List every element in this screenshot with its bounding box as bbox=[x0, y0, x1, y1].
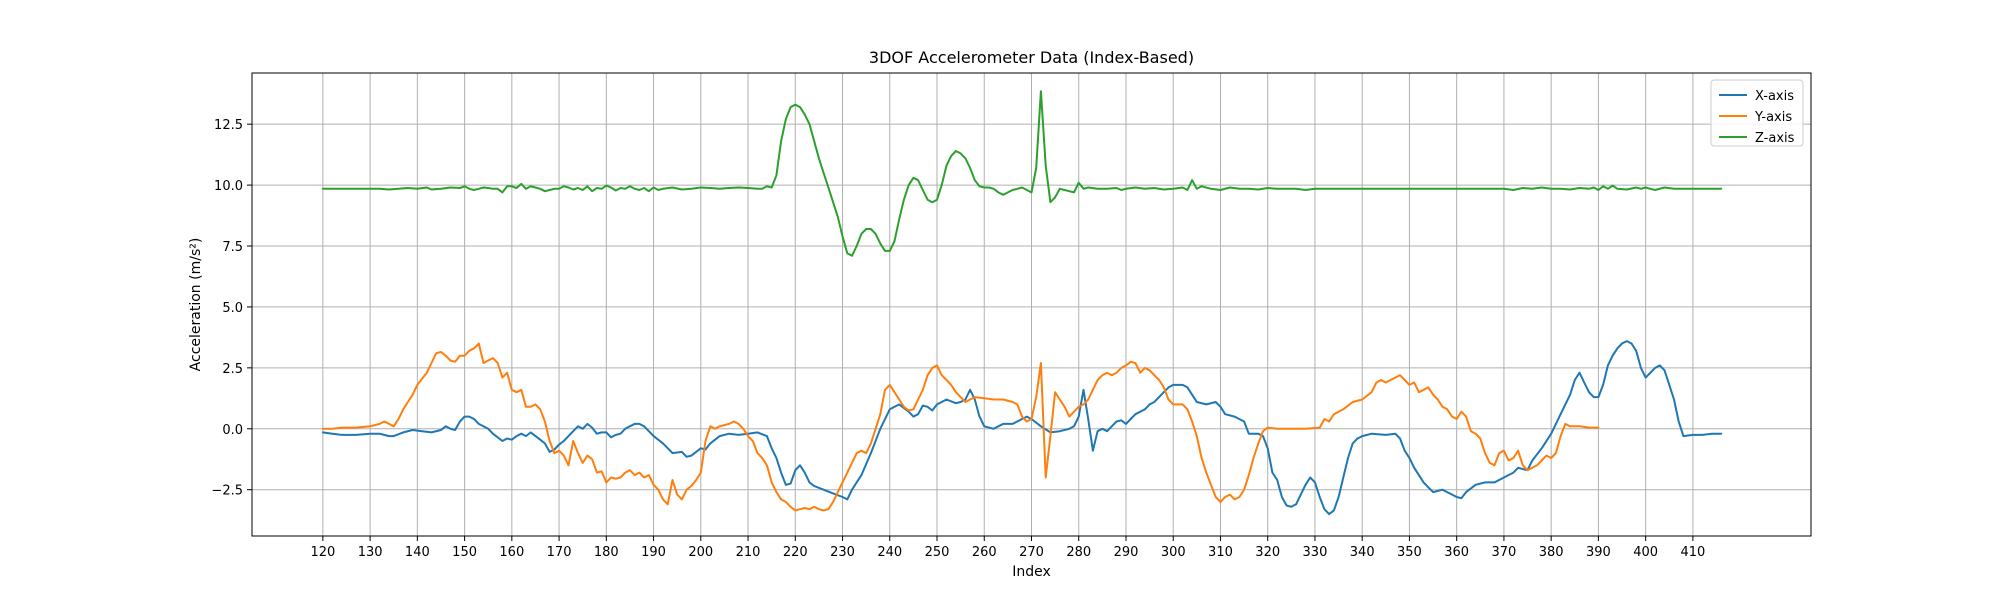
legend-label: X-axis bbox=[1755, 89, 1794, 104]
series-line-z-axis bbox=[321, 90, 1723, 257]
legend-label: Y-axis bbox=[1754, 110, 1792, 125]
x-tick-label: 120 bbox=[310, 545, 335, 560]
y-axis-ticks: −2.5 0.0 2.5 5.0 7.5 10.0 12.5 bbox=[211, 118, 252, 499]
y-tick-label: 12.5 bbox=[214, 118, 243, 133]
y-tick-label: 0.0 bbox=[222, 423, 243, 438]
x-tick-label: 370 bbox=[1492, 545, 1517, 560]
y-tick-label: 5.0 bbox=[222, 301, 243, 316]
y-tick-label: 2.5 bbox=[222, 362, 243, 377]
x-tick-label: 220 bbox=[783, 545, 808, 560]
chart-title: 3DOF Accelerometer Data (Index-Based) bbox=[869, 48, 1194, 67]
x-axis-ticks: 120 130 140 150 160 170 180 190 200 210 220 230 240 2… bbox=[310, 536, 1705, 560]
x-axis-label: Index bbox=[1012, 564, 1051, 580]
x-tick-label: 250 bbox=[925, 545, 950, 560]
y-tick-label: 7.5 bbox=[222, 240, 243, 255]
legend-label: Z-axis bbox=[1755, 131, 1795, 146]
x-tick-label: 150 bbox=[452, 545, 477, 560]
plot-series bbox=[321, 90, 1723, 516]
x-tick-label: 190 bbox=[641, 545, 666, 560]
x-tick-label: 360 bbox=[1444, 545, 1469, 560]
y-tick-label: 10.0 bbox=[214, 179, 243, 194]
x-tick-label: 140 bbox=[405, 545, 430, 560]
x-tick-label: 330 bbox=[1303, 545, 1328, 560]
x-tick-label: 260 bbox=[972, 545, 997, 560]
x-tick-label: 130 bbox=[358, 545, 383, 560]
y-axis-label: Acceleration (m/s²) bbox=[188, 238, 204, 372]
x-tick-label: 180 bbox=[594, 545, 619, 560]
x-tick-label: 410 bbox=[1680, 545, 1705, 560]
legend: X-axis Y-axis Z-axis bbox=[1710, 79, 1804, 147]
x-tick-label: 230 bbox=[830, 545, 855, 560]
x-tick-label: 270 bbox=[1019, 545, 1044, 560]
x-tick-label: 240 bbox=[877, 545, 902, 560]
x-tick-label: 300 bbox=[1161, 545, 1186, 560]
x-tick-label: 310 bbox=[1208, 545, 1233, 560]
x-tick-label: 160 bbox=[499, 545, 524, 560]
x-tick-label: 400 bbox=[1633, 545, 1658, 560]
x-tick-label: 380 bbox=[1539, 545, 1564, 560]
y-tick-label: −2.5 bbox=[211, 484, 243, 499]
x-tick-label: 200 bbox=[688, 545, 713, 560]
x-tick-label: 390 bbox=[1586, 545, 1611, 560]
x-tick-label: 210 bbox=[736, 545, 761, 560]
grid-lines bbox=[252, 73, 1811, 536]
x-tick-label: 290 bbox=[1114, 545, 1139, 560]
legend-box bbox=[1710, 79, 1804, 147]
x-tick-label: 170 bbox=[547, 545, 572, 560]
x-tick-label: 340 bbox=[1350, 545, 1375, 560]
series-line-y-axis bbox=[321, 342, 1600, 512]
x-tick-label: 280 bbox=[1066, 545, 1091, 560]
x-tick-label: 350 bbox=[1397, 545, 1422, 560]
x-tick-label: 320 bbox=[1255, 545, 1280, 560]
